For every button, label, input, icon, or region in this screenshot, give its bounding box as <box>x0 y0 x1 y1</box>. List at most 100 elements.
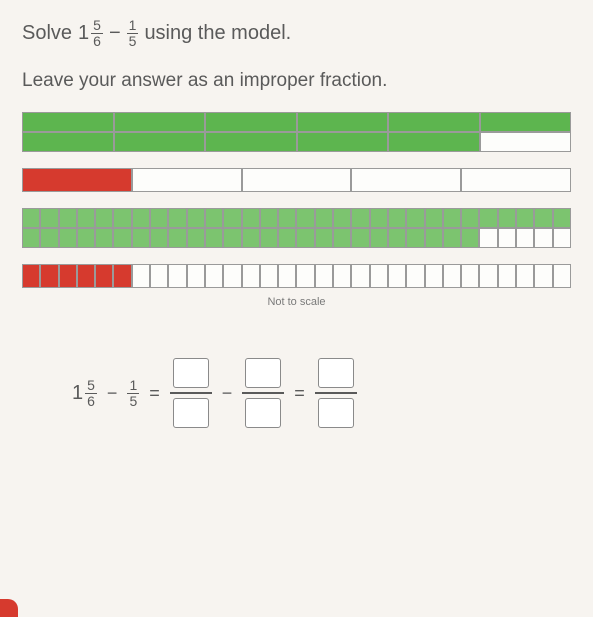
eq-equals-1: = <box>149 383 160 404</box>
bar-cell <box>260 228 278 248</box>
bar-cell <box>95 228 113 248</box>
bar-cell <box>480 112 572 132</box>
bar-cell <box>205 132 297 152</box>
bar-cell <box>388 208 406 228</box>
bar-cell <box>242 264 260 288</box>
eq-frac-1-5: 1 5 <box>127 378 139 408</box>
denominator-input-3[interactable] <box>318 398 354 428</box>
bar-cell <box>223 264 241 288</box>
scale-note: Not to scale <box>22 296 571 308</box>
bar-cell <box>205 208 223 228</box>
bar-cell <box>333 264 351 288</box>
bar-cell <box>113 264 131 288</box>
bar-cell <box>187 208 205 228</box>
answer-box-3 <box>315 358 357 428</box>
bar-cell <box>351 228 369 248</box>
worksheet-page: Solve 1 5 6 − 1 5 using the model. Leave… <box>0 0 593 617</box>
bar-cell <box>297 112 389 132</box>
bar-cell <box>425 228 443 248</box>
bar-cell <box>443 228 461 248</box>
bar-cell <box>351 264 369 288</box>
bar-cell <box>297 132 389 152</box>
bar-cell <box>479 264 497 288</box>
bar-cell <box>22 112 114 132</box>
bar-cell <box>22 228 40 248</box>
bar-cell <box>370 264 388 288</box>
numerator-input-2[interactable] <box>245 358 281 388</box>
fraction-1-5: 1 5 <box>127 18 139 48</box>
bar-cell <box>114 112 206 132</box>
bar-cell <box>388 264 406 288</box>
bar-cell <box>168 208 186 228</box>
model-bars <box>22 112 571 288</box>
eq-mixed: 1 5 6 <box>72 378 97 408</box>
bar-cell <box>132 228 150 248</box>
bar-cell <box>480 132 572 152</box>
bar-cell <box>479 228 497 248</box>
bar-cell <box>40 264 58 288</box>
bar-cell <box>260 208 278 228</box>
bar-cell <box>461 208 479 228</box>
bar-cell <box>150 264 168 288</box>
bar-cell <box>388 112 480 132</box>
bar-cell <box>260 264 278 288</box>
bar-cell <box>296 264 314 288</box>
bar-cell <box>132 264 150 288</box>
bar-cell <box>278 208 296 228</box>
bar-cell <box>278 264 296 288</box>
bar-cell <box>333 208 351 228</box>
mixed-fraction-1: 1 5 6 <box>78 18 103 48</box>
bar-cell <box>77 208 95 228</box>
bar-cell <box>22 208 40 228</box>
bar-cell <box>553 208 571 228</box>
bar-fifths <box>22 168 571 192</box>
bar-cell <box>315 264 333 288</box>
bar-cell <box>95 208 113 228</box>
bar-cell <box>187 228 205 248</box>
bar-cell <box>351 168 461 192</box>
bar-cell <box>498 264 516 288</box>
instruction-text: Leave your answer as an improper fractio… <box>22 70 571 92</box>
bar-cell <box>77 264 95 288</box>
denominator-input-2[interactable] <box>245 398 281 428</box>
bar-cell <box>296 228 314 248</box>
bar-cell <box>187 264 205 288</box>
bar-cell <box>77 228 95 248</box>
bar-cell <box>333 228 351 248</box>
bar-cell <box>132 208 150 228</box>
bar-cell <box>534 264 552 288</box>
bar-cell <box>242 228 260 248</box>
bar-cell <box>370 208 388 228</box>
whole-part: 1 <box>78 22 89 45</box>
bar-cell <box>59 228 77 248</box>
bar-cell <box>59 264 77 288</box>
denominator-input-1[interactable] <box>173 398 209 428</box>
bar-cell <box>59 208 77 228</box>
bar-cell <box>205 112 297 132</box>
numerator-input-3[interactable] <box>318 358 354 388</box>
numerator-input-1[interactable] <box>173 358 209 388</box>
bar-cell <box>443 208 461 228</box>
bar-cell <box>40 208 58 228</box>
bar-cell <box>553 264 571 288</box>
bar-cell <box>498 228 516 248</box>
bar-cell <box>205 228 223 248</box>
bar-cell <box>351 208 369 228</box>
bar-cell <box>150 208 168 228</box>
bar-cell <box>534 208 552 228</box>
bar-cell <box>498 208 516 228</box>
bar-thirtieths-green <box>22 208 571 248</box>
bar-cell <box>22 264 40 288</box>
bar-cell <box>168 264 186 288</box>
answer-box-1 <box>170 358 212 428</box>
bar-cell <box>113 228 131 248</box>
bar-cell <box>388 132 480 152</box>
bar-cell <box>479 208 497 228</box>
bar-cell <box>150 228 168 248</box>
bar-cell <box>406 228 424 248</box>
bar-cell <box>132 168 242 192</box>
eq-minus-1: − <box>107 383 118 404</box>
prompt-pre: Solve <box>22 22 72 45</box>
bar-cell <box>388 228 406 248</box>
bar-sixths <box>22 112 571 152</box>
